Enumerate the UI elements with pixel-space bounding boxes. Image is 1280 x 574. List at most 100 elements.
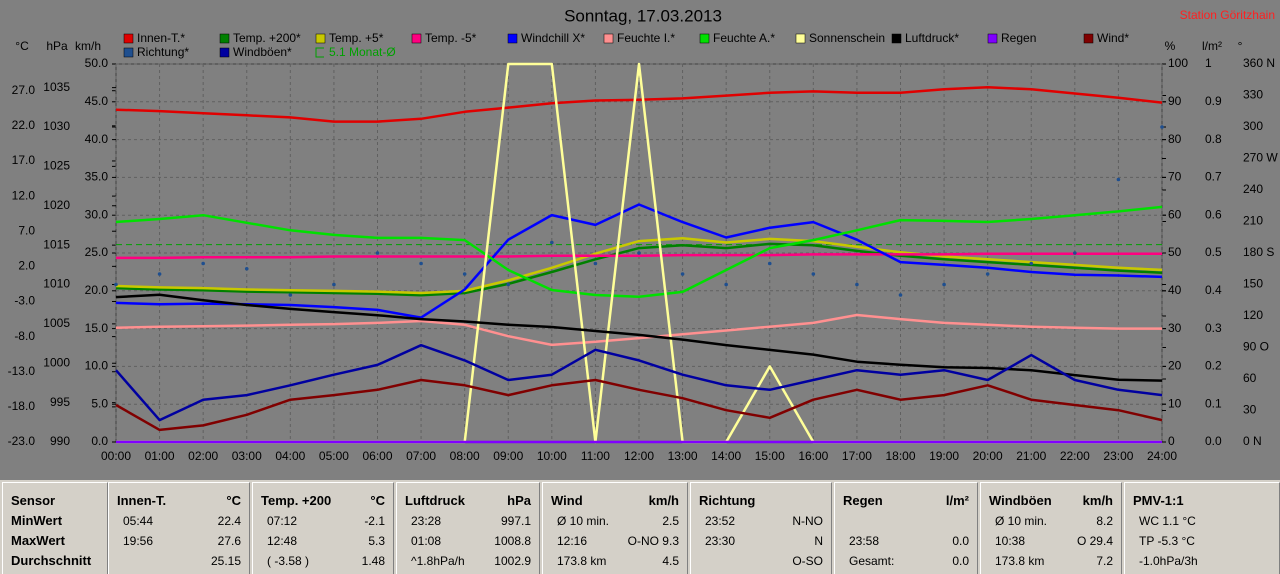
data-dot: [1029, 261, 1034, 266]
y-tick-label: 1010: [43, 277, 70, 291]
stat-value: 997.1: [500, 514, 531, 528]
stats-table: Sensor MinWert MaxWert Durchschnitt Innen-T.…: [0, 480, 1280, 574]
y-tick-label: 270 W: [1243, 151, 1278, 165]
x-tick-label: 09:00: [493, 449, 523, 463]
stat-left: 10:38: [995, 534, 1026, 548]
legend-label: Wind*: [1097, 31, 1129, 45]
axis-unit: %: [1165, 39, 1176, 53]
stat-left: 173.8 km: [995, 554, 1045, 568]
legend-swatch: [987, 33, 998, 44]
y-tick-label: 45.0: [85, 94, 109, 108]
y-tick-label: -18.0: [8, 399, 36, 413]
legend-swatch: [123, 33, 134, 44]
y-tick-label: 7.0: [18, 223, 35, 237]
panel-title: Windböen: [989, 493, 1052, 508]
y-tick-label: 30: [1243, 403, 1257, 417]
y-tick-label: 17.0: [12, 153, 36, 167]
stat-panel: Richtung 23:52 N-NO 23:30 N O-SO: [690, 482, 832, 574]
x-tick-label: 02:00: [188, 449, 218, 463]
axis-unit: °: [1238, 39, 1243, 53]
data-dot: [550, 240, 554, 245]
legend-label: Temp. +5*: [329, 31, 384, 45]
x-tick-label: 22:00: [1060, 449, 1090, 463]
axis-unit: l/m²: [1202, 39, 1222, 53]
panel-unit: km/h: [1082, 493, 1113, 508]
stat-panel: PMV-1:1 WC 1.1 °C TP -5.3 °C -1.0hPa/3h: [1124, 482, 1280, 574]
stat-panel: Innen-T. °C 05:44 22.4 19:56 27.6 25.15: [108, 482, 250, 574]
y-tick-label: 60: [1243, 371, 1257, 385]
stat-value: 25.15: [210, 554, 241, 568]
chart-title: Sonntag, 17.03.2013: [564, 6, 722, 25]
stat-value: 0.0: [952, 554, 969, 568]
legend-label: Luftdruck*: [905, 31, 959, 45]
x-tick-label: 07:00: [406, 449, 436, 463]
x-tick-label: 04:00: [275, 449, 305, 463]
data-dot: [419, 261, 423, 266]
legend-label: Regen: [1001, 31, 1036, 45]
data-dot: [375, 251, 380, 255]
stat-panel: Wind km/h Ø 10 min. 2.5 12:16 O-NO 9.3 173.8 k…: [542, 482, 688, 574]
y-tick-label: 100: [1168, 56, 1188, 70]
data-dot: [811, 272, 816, 276]
y-tick-label: 60: [1168, 207, 1182, 221]
legend-swatch: [699, 33, 710, 44]
stat-value: O-SO: [792, 554, 823, 568]
stat-left: 19:56: [123, 534, 154, 548]
y-tick-label: 20.0: [85, 283, 109, 297]
x-tick-label: 06:00: [362, 449, 392, 463]
row-label-panel: Sensor MinWert MaxWert Durchschnitt: [2, 482, 108, 574]
y-tick-label: 0.6: [1205, 207, 1222, 221]
data-dot: [288, 293, 293, 297]
chart: Sonntag, 17.03.2013 Station Göritzhain °…: [8, 6, 1279, 463]
y-tick-label: 25.0: [85, 245, 109, 259]
y-tick-label: 300: [1243, 119, 1263, 133]
data-dot: [201, 261, 205, 266]
y-tick-label: 22.0: [12, 118, 36, 132]
x-tick-label: 11:00: [581, 449, 610, 463]
y-tick-label: 0: [1168, 434, 1175, 448]
x-tick-label: 18:00: [885, 449, 915, 463]
row-label: MaxWert: [11, 533, 65, 548]
stat-left: 07:12: [267, 514, 298, 528]
stat-value: N-NO: [792, 514, 823, 528]
x-tick-label: 23:00: [1103, 449, 1133, 463]
y-tick-label: 70: [1168, 170, 1182, 184]
y-tick-label: 1025: [43, 159, 70, 173]
y-tick-label: 1: [1205, 56, 1212, 70]
stat-value: 2.5: [662, 514, 679, 528]
row-label: MinWert: [11, 513, 63, 528]
y-tick-label: 35.0: [85, 170, 109, 184]
y-tick-label: 15.0: [85, 321, 109, 335]
y-tick-label: 1020: [43, 198, 70, 212]
stat-panel: Temp. +200 °C 07:12 -2.1 12:48 5.3 ( -3.58 ) 1.…: [252, 482, 394, 574]
legend-swatch: [315, 47, 324, 58]
y-tick-label: 80: [1168, 132, 1182, 146]
station-name: Station Göritzhain: [1180, 8, 1275, 22]
stat-left: 23:28: [411, 514, 442, 528]
data-dot: [724, 282, 728, 287]
stat-left: 05:44: [123, 514, 154, 528]
legend-swatch: [219, 33, 230, 44]
legend-swatch: [219, 47, 230, 58]
data-dot: [506, 282, 511, 287]
stat-panel: Luftdruck hPa 23:28 997.1 01:08 1008.8 ^1.8hPa…: [396, 482, 540, 574]
panel-unit: °C: [226, 493, 241, 508]
data-dot: [157, 272, 162, 276]
y-tick-label: 90 O: [1243, 340, 1269, 354]
legend-swatch: [891, 33, 902, 44]
data-dot: [1073, 251, 1077, 255]
stat-value: 0.0: [952, 534, 969, 548]
legend-label: Temp. -5*: [425, 31, 477, 45]
y-tick-label: 0.9: [1205, 94, 1222, 108]
data-dot: [637, 251, 641, 255]
legend-label: Richtung*: [137, 45, 189, 59]
y-tick-label: 40.0: [85, 132, 109, 146]
x-tick-label: 08:00: [450, 449, 480, 463]
y-tick-label: 330: [1243, 88, 1263, 102]
y-tick-label: 1035: [43, 80, 70, 94]
stat-left: Ø 10 min.: [995, 514, 1048, 528]
series-line: [115, 205, 1163, 299]
legend-swatch: [123, 47, 134, 58]
y-tick-label: -23.0: [8, 434, 36, 448]
stat-left: 23:52: [705, 514, 736, 528]
